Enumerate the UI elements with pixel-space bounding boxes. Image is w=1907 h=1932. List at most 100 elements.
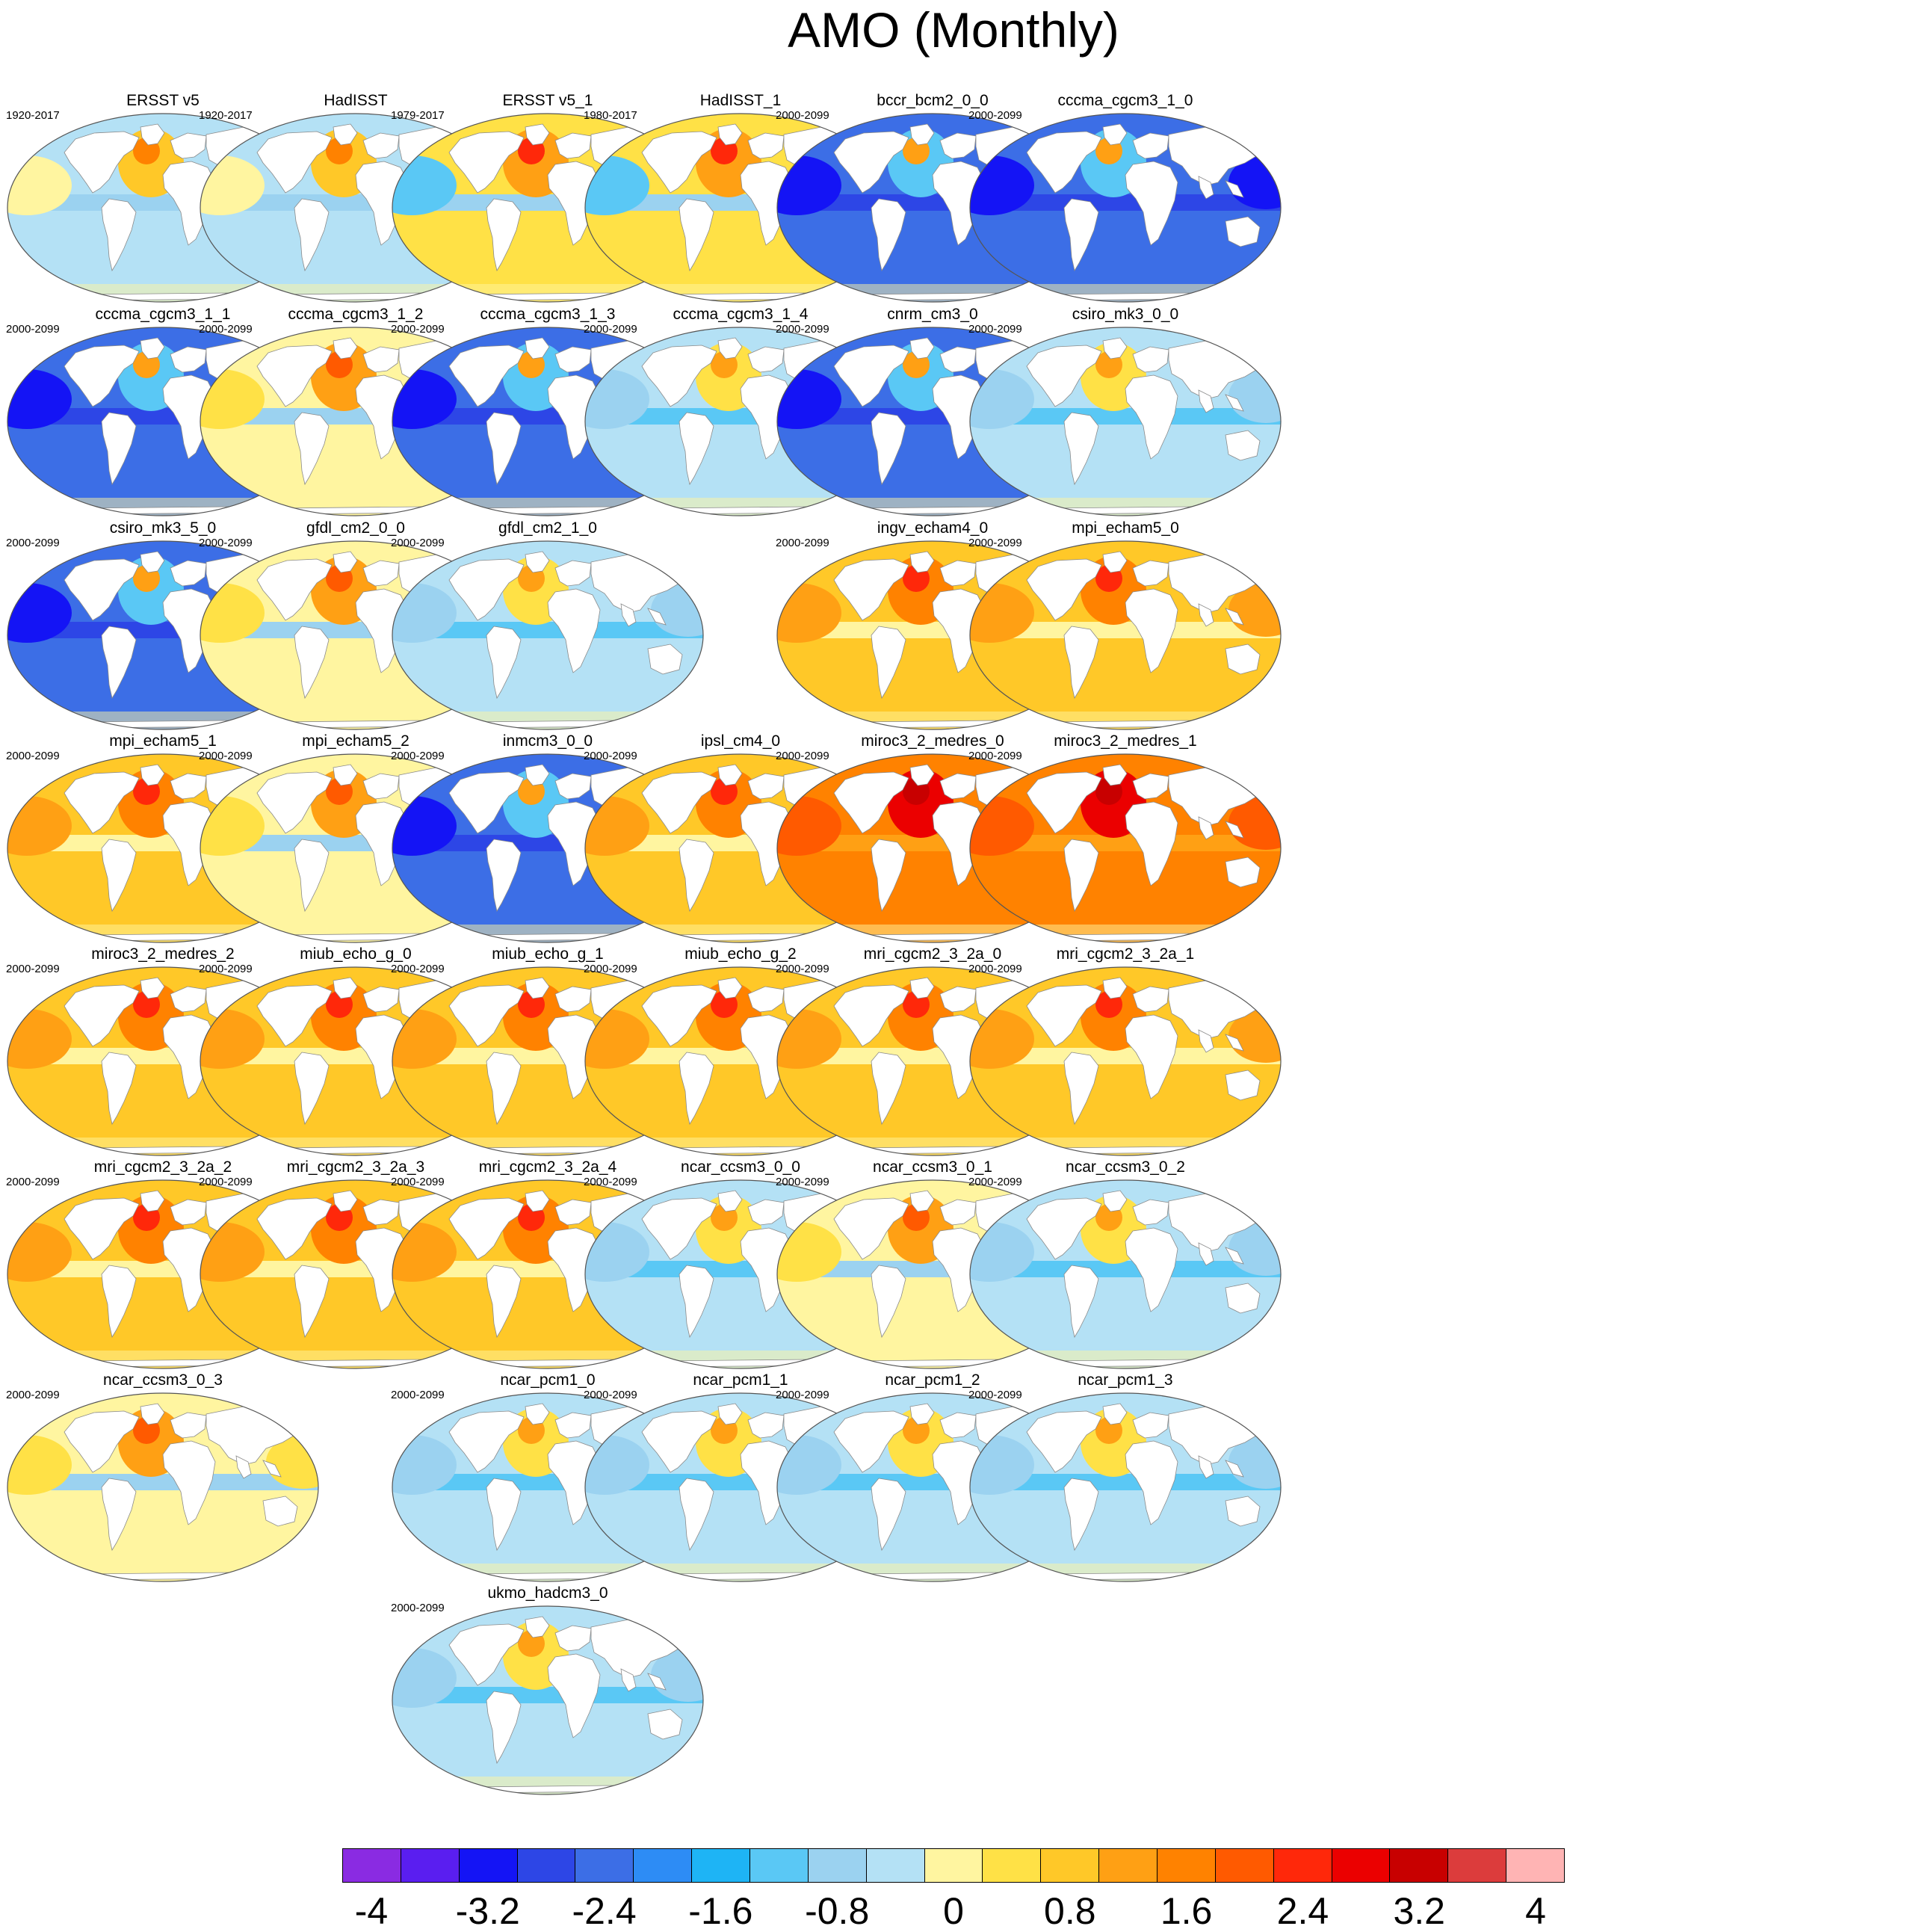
- land-mass: [333, 764, 358, 786]
- panel-period: 2000-2099: [584, 1176, 637, 1188]
- land-mass: [1198, 1029, 1214, 1053]
- land-mass: [833, 131, 909, 194]
- colorbar-tick-label: -1.6: [688, 1890, 753, 1932]
- land-mass: [294, 412, 330, 486]
- land-mass: [647, 608, 667, 626]
- land-mass: [1040, 1572, 1207, 1581]
- map-boundary: [392, 540, 704, 730]
- colorbar-swatch: [575, 1849, 634, 1882]
- panel-title: miroc3_2_medres_2: [91, 945, 235, 963]
- panel-title: mri_cgcm2_3_2a_1: [1056, 945, 1195, 963]
- land-mass: [1125, 1440, 1178, 1525]
- land-mass: [1225, 1283, 1261, 1314]
- land-mass: [1125, 374, 1178, 460]
- colorbar-swatch: [1332, 1849, 1391, 1882]
- colorbar-tick-label: 0: [943, 1890, 964, 1932]
- land-mass: [294, 839, 330, 913]
- land-mass: [641, 1197, 717, 1260]
- panel-title: mpi_echam5_1: [109, 732, 217, 750]
- west-pacific-anomaly: [1228, 583, 1281, 637]
- equatorial-band: [7, 1474, 318, 1490]
- east-pacific-anomaly: [777, 1222, 841, 1282]
- land-mass: [162, 161, 216, 246]
- land-mass: [679, 412, 714, 486]
- world-map: [969, 113, 1282, 303]
- east-pacific-anomaly: [585, 1435, 649, 1495]
- land-mass: [1225, 180, 1244, 198]
- land-mass: [554, 773, 592, 800]
- panel-period: 2000-2099: [391, 537, 445, 549]
- land-mass: [256, 558, 333, 621]
- map-boundary: [969, 1392, 1282, 1582]
- panel-period: 1920-2017: [199, 109, 253, 122]
- east-pacific-anomaly: [7, 1222, 72, 1282]
- panel-period: 2000-2099: [391, 750, 445, 762]
- land-mass: [547, 588, 601, 673]
- land-mass: [1132, 1199, 1169, 1226]
- land-mass: [1132, 132, 1169, 159]
- land-mass: [525, 977, 550, 999]
- land-mass: [1225, 394, 1244, 412]
- map-boundary: [969, 113, 1282, 303]
- land-mass: [1026, 1197, 1102, 1260]
- east-pacific-anomaly: [970, 583, 1034, 643]
- land-mass: [1225, 430, 1261, 461]
- land-mass: [1225, 1460, 1244, 1478]
- west-pacific-anomaly: [1228, 155, 1281, 209]
- land-mass: [1132, 773, 1169, 800]
- land-mass: [101, 839, 137, 913]
- world-map: [969, 1179, 1282, 1369]
- east-pacific-anomaly: [777, 369, 841, 429]
- land-mass: [1102, 977, 1128, 999]
- land-mass: [647, 644, 683, 675]
- land-mass: [448, 771, 525, 834]
- land-mass: [554, 1625, 592, 1652]
- world-map: [969, 753, 1282, 943]
- east-pacific-anomaly: [585, 1009, 649, 1069]
- panel-period: 2000-2099: [199, 963, 253, 975]
- east-pacific-anomaly: [392, 1222, 457, 1282]
- equatorial-band: [970, 622, 1281, 638]
- figure-title: AMO (Monthly): [788, 2, 1119, 58]
- land-mass: [1125, 1227, 1178, 1312]
- west-pacific-anomaly: [1228, 1435, 1281, 1489]
- east-pacific-anomaly: [585, 155, 649, 215]
- land-mass: [747, 132, 785, 159]
- land-mass: [1225, 608, 1244, 626]
- land-mass: [64, 771, 140, 834]
- land-mass: [1225, 216, 1261, 247]
- map-boundary: [969, 1179, 1282, 1369]
- land-mass: [932, 374, 986, 460]
- colorbar-swatch: [517, 1849, 576, 1882]
- east-pacific-anomaly: [777, 1009, 841, 1069]
- panel-title: ncar_ccsm3_0_2: [1066, 1158, 1185, 1176]
- panel-title: cccma_cgcm3_1_3: [480, 306, 616, 323]
- panel-title: miub_echo_g_2: [684, 945, 797, 963]
- land-mass: [162, 588, 216, 673]
- east-pacific-anomaly: [970, 1435, 1034, 1495]
- land-mass: [64, 345, 140, 407]
- land-mass: [448, 558, 525, 621]
- land-mass: [140, 977, 165, 999]
- land-mass: [1102, 551, 1128, 573]
- land-mass: [871, 1478, 906, 1552]
- land-mass: [256, 1197, 333, 1260]
- land-mass: [1198, 1455, 1214, 1479]
- land-mass: [1040, 720, 1207, 729]
- colorbar-tick-label: 0.8: [1044, 1890, 1096, 1932]
- panel-period: 2000-2099: [584, 963, 637, 975]
- land-mass: [162, 1440, 216, 1525]
- panel-title: gfdl_cm2_0_0: [306, 519, 405, 537]
- land-mass: [871, 626, 906, 700]
- panel-period: 2000-2099: [6, 537, 60, 549]
- map-panel: mri_cgcm2_3_2a_1 2000-2099: [967, 945, 1284, 1158]
- land-mass: [448, 131, 525, 194]
- east-pacific-anomaly: [200, 583, 265, 643]
- panel-title: ncar_ccsm3_0_0: [681, 1158, 800, 1176]
- land-mass: [333, 123, 358, 146]
- land-mass: [486, 1691, 522, 1765]
- land-mass: [554, 560, 592, 587]
- land-mass: [547, 1227, 601, 1312]
- east-pacific-anomaly: [777, 155, 841, 215]
- land-mass: [333, 337, 358, 359]
